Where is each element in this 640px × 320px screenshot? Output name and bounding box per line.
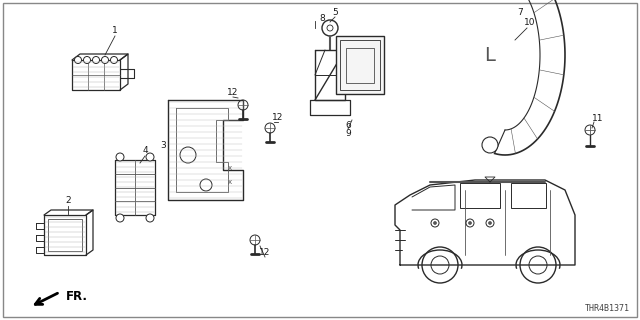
- Text: 3: 3: [160, 140, 166, 149]
- Text: 2: 2: [65, 196, 71, 204]
- Circle shape: [146, 153, 154, 161]
- Circle shape: [488, 221, 492, 225]
- Circle shape: [74, 57, 81, 63]
- Circle shape: [93, 57, 99, 63]
- Text: 7: 7: [517, 7, 523, 17]
- Text: THR4B1371: THR4B1371: [585, 304, 630, 313]
- Text: x: x: [228, 179, 232, 185]
- Bar: [460, 182, 500, 207]
- Text: 6: 6: [345, 121, 351, 130]
- Circle shape: [83, 57, 90, 63]
- Circle shape: [102, 57, 109, 63]
- Text: 12: 12: [259, 247, 271, 257]
- Circle shape: [468, 221, 472, 225]
- Circle shape: [111, 57, 118, 63]
- Text: 10: 10: [524, 18, 536, 27]
- Circle shape: [146, 214, 154, 222]
- Bar: [340, 40, 380, 90]
- Circle shape: [116, 153, 124, 161]
- Circle shape: [486, 219, 494, 227]
- Text: 4: 4: [142, 146, 148, 155]
- Circle shape: [482, 137, 498, 153]
- Bar: [48, 219, 82, 251]
- Circle shape: [431, 219, 439, 227]
- Text: 1: 1: [112, 26, 118, 35]
- Text: 11: 11: [592, 114, 604, 123]
- Bar: [346, 47, 374, 83]
- Circle shape: [466, 219, 474, 227]
- Bar: [336, 36, 384, 94]
- Text: FR.: FR.: [66, 291, 88, 303]
- Circle shape: [116, 214, 124, 222]
- Text: 5: 5: [332, 7, 338, 17]
- Text: 12: 12: [227, 87, 239, 97]
- Text: 8: 8: [319, 13, 325, 22]
- Circle shape: [322, 20, 338, 36]
- Text: L: L: [484, 45, 495, 65]
- Text: 12: 12: [272, 113, 284, 122]
- Circle shape: [433, 221, 436, 225]
- Bar: [511, 182, 545, 207]
- Text: 9: 9: [345, 129, 351, 138]
- Text: x: x: [228, 165, 232, 171]
